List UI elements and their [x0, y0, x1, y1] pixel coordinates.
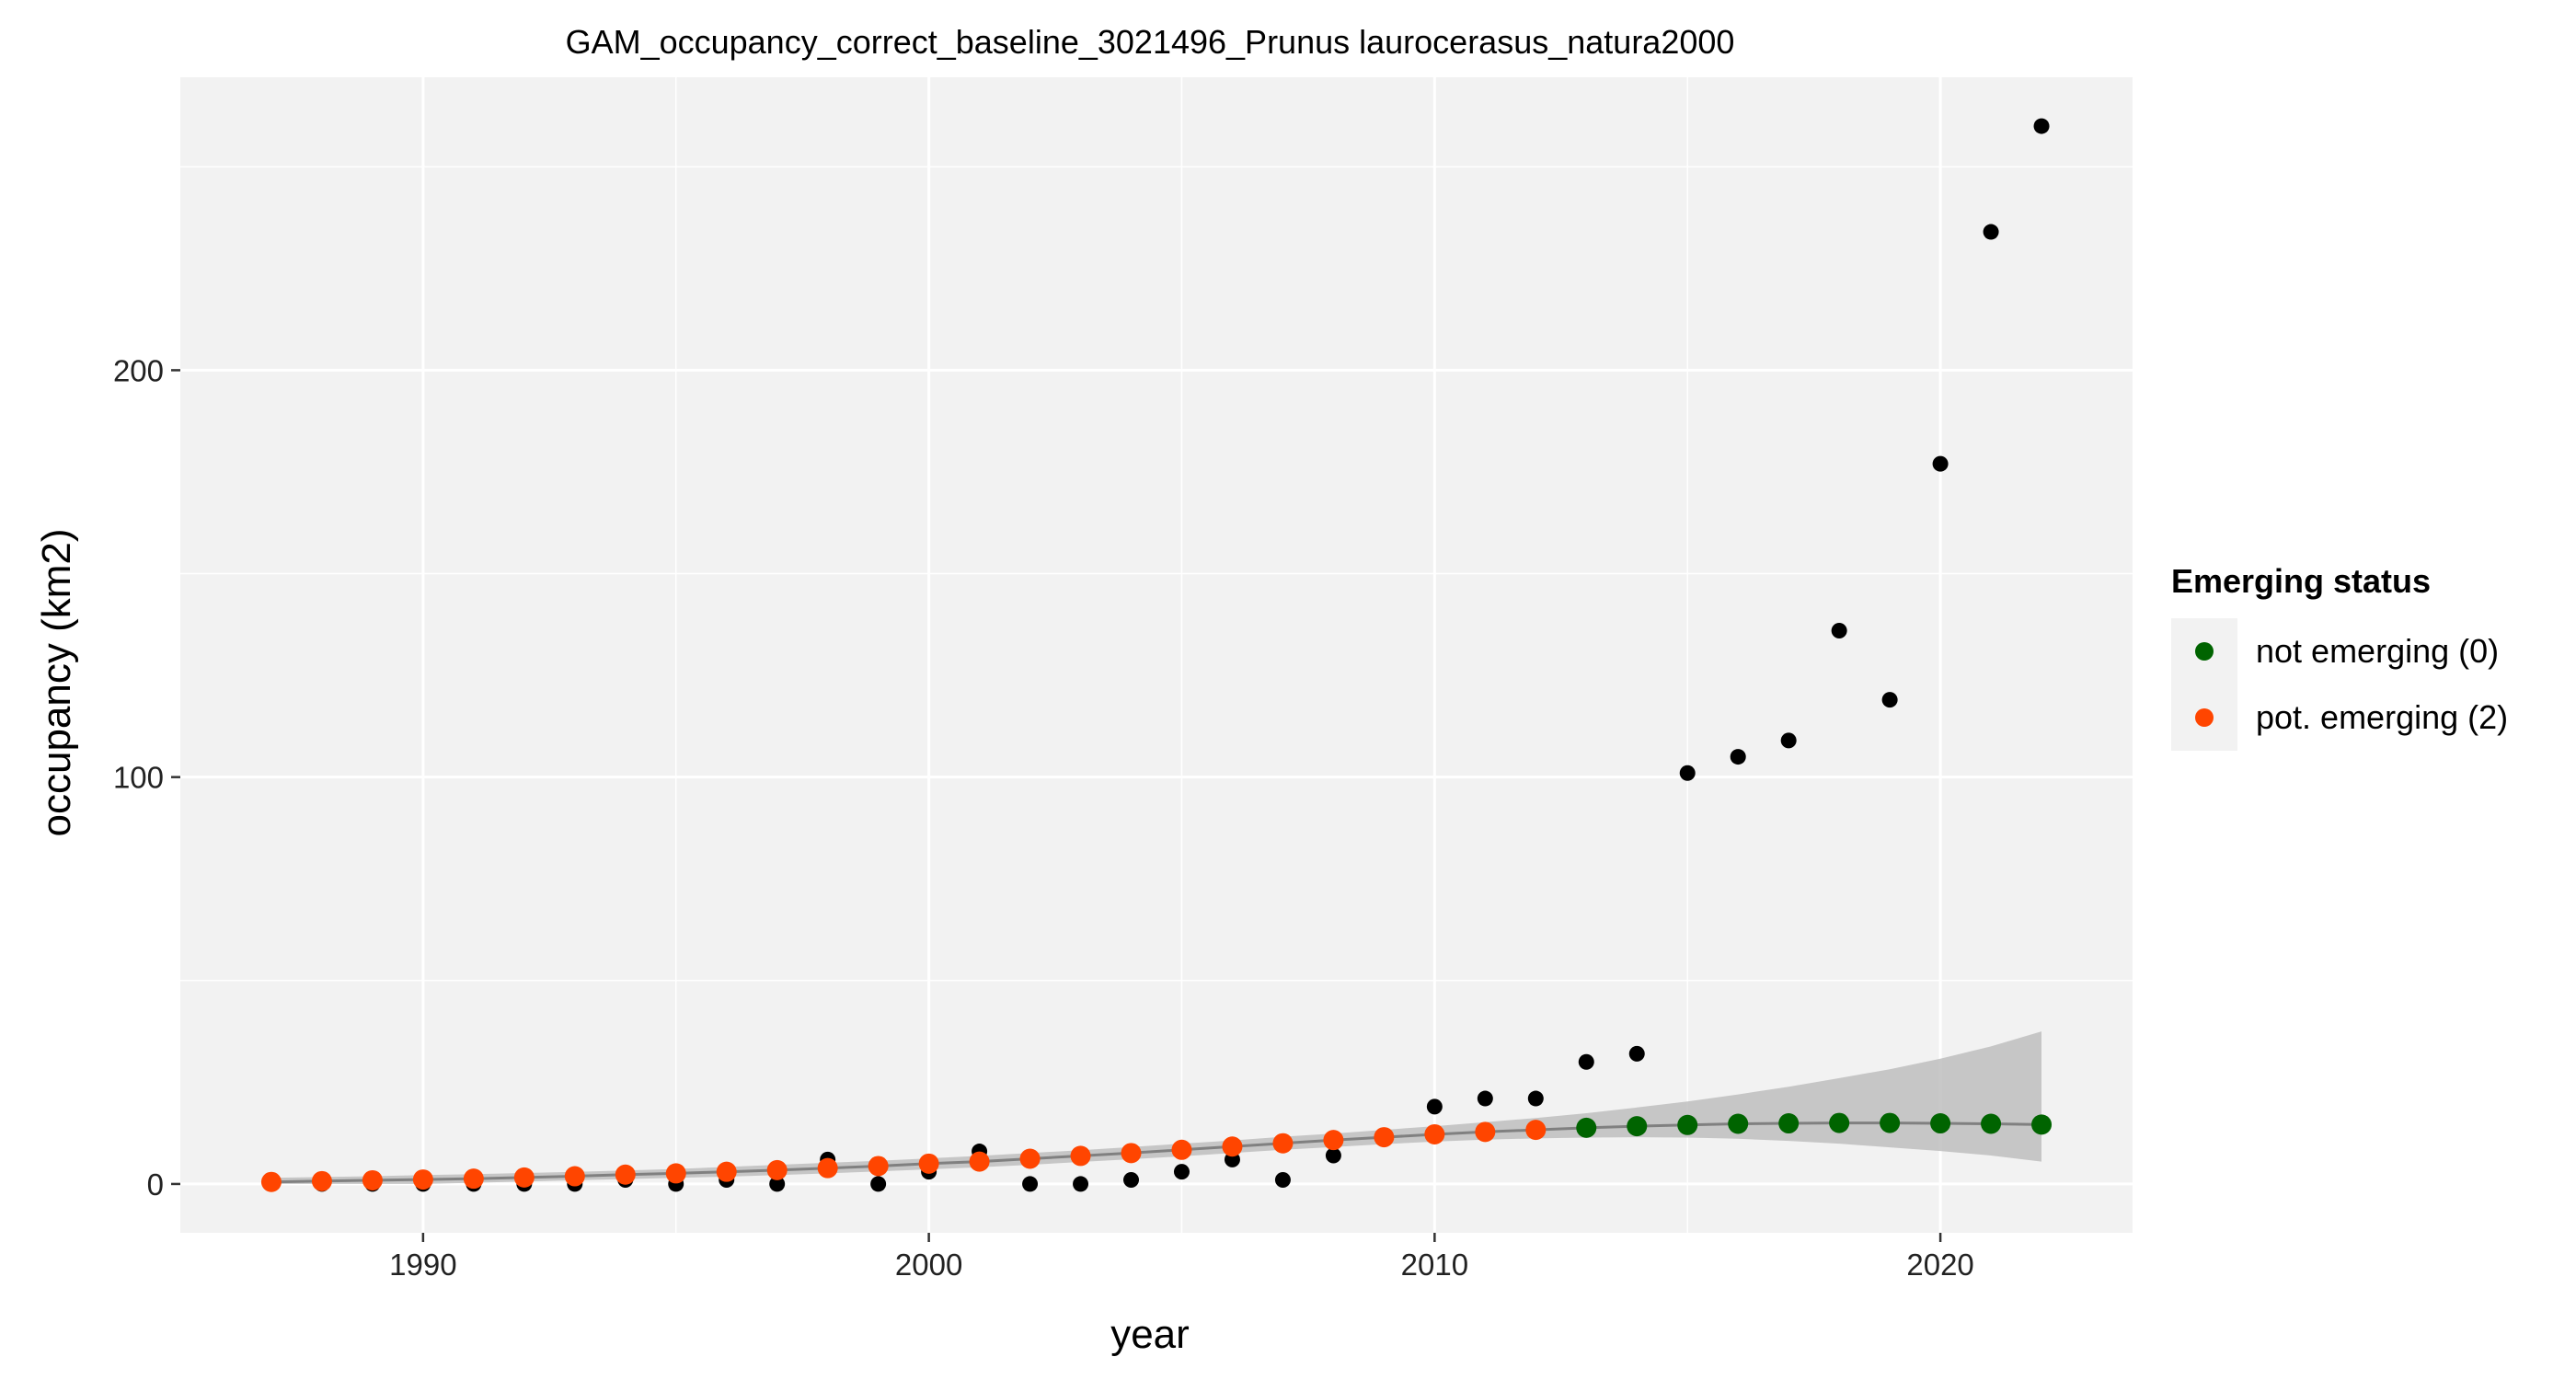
legend-label-not-emerging: not emerging (0) — [2256, 632, 2499, 670]
observed-point — [1679, 765, 1696, 781]
fitted-point-not-emerging — [1880, 1112, 1901, 1133]
fitted-point-pot-emerging — [817, 1157, 838, 1179]
fitted-point-not-emerging — [1778, 1113, 1800, 1134]
ci-ribbon — [271, 1031, 2041, 1184]
fitted-point-pot-emerging — [1019, 1148, 1041, 1169]
observed-point — [1628, 1045, 1645, 1062]
observed-point — [1527, 1090, 1544, 1107]
legend: Emerging status not emerging (0) pot. em… — [2171, 562, 2508, 751]
fitted-point-pot-emerging — [1070, 1145, 1091, 1167]
plot-panel — [180, 77, 2133, 1233]
fitted-point-not-emerging — [2031, 1114, 2053, 1135]
y-tick-label: 200 — [113, 353, 164, 387]
panel-background — [180, 77, 2133, 1233]
fitted-point-pot-emerging — [969, 1151, 990, 1172]
legend-key-pot-emerging — [2195, 708, 2214, 727]
fitted-point-not-emerging — [1627, 1116, 1648, 1137]
observed-point — [1932, 455, 1949, 472]
fitted-point-pot-emerging — [1222, 1136, 1243, 1157]
fitted-point-pot-emerging — [311, 1170, 332, 1191]
observed-point — [1426, 1098, 1443, 1115]
y-tick-label: 100 — [113, 761, 164, 795]
y-tick-label: 0 — [147, 1167, 164, 1202]
fitted-point-pot-emerging — [1424, 1123, 1445, 1144]
observed-point — [1780, 732, 1797, 749]
x-axis-title: year — [1110, 1312, 1190, 1357]
fitted-point-pot-emerging — [260, 1171, 282, 1192]
y-axis-title: occupancy (km2) — [34, 528, 79, 836]
fitted-point-not-emerging — [1677, 1114, 1698, 1135]
observed-point — [870, 1176, 887, 1192]
observed-point — [1173, 1164, 1190, 1180]
fitted-point-not-emerging — [1829, 1112, 1850, 1133]
fitted-point-pot-emerging — [1121, 1143, 1142, 1164]
legend-title: Emerging status — [2171, 562, 2431, 600]
observed-point — [1325, 1147, 1341, 1164]
observed-point — [1831, 622, 1847, 638]
observed-point — [1730, 749, 1746, 765]
observed-point — [2033, 118, 2050, 134]
legend-key-background — [2171, 618, 2237, 751]
fitted-point-pot-emerging — [665, 1163, 686, 1184]
fitted-point-pot-emerging — [766, 1159, 788, 1180]
fitted-point-pot-emerging — [1323, 1130, 1344, 1151]
fitted-point-not-emerging — [1728, 1113, 1749, 1134]
fitted-point-pot-emerging — [1374, 1127, 1395, 1148]
observed-point — [1983, 224, 1999, 240]
observed-point — [1123, 1172, 1140, 1189]
axes: 1990 2000 2010 2020 0 100 200 — [113, 353, 1974, 1282]
fitted-points — [260, 1112, 2053, 1192]
x-tick-label: 2010 — [1401, 1248, 1468, 1282]
chart-title: GAM_occupancy_correct_baseline_3021496_P… — [566, 23, 1735, 61]
fitted-point-pot-emerging — [1475, 1121, 1496, 1143]
observed-point — [769, 1176, 786, 1192]
fitted-point-pot-emerging — [1525, 1120, 1547, 1141]
x-tick-label: 1990 — [389, 1248, 456, 1282]
x-tick-label: 2000 — [895, 1248, 962, 1282]
observed-point — [1073, 1176, 1089, 1192]
confidence-ribbon — [271, 1031, 2041, 1184]
x-tick-label: 2020 — [1906, 1248, 1973, 1282]
fitted-point-not-emerging — [1930, 1113, 1951, 1134]
fitted-point-pot-emerging — [1171, 1139, 1192, 1160]
fitted-point-pot-emerging — [513, 1167, 535, 1188]
legend-label-pot-emerging: pot. emerging (2) — [2256, 698, 2508, 736]
fitted-point-pot-emerging — [463, 1168, 484, 1190]
legend-key-not-emerging — [2195, 642, 2214, 661]
observed-point — [1022, 1176, 1039, 1192]
fitted-point-pot-emerging — [564, 1166, 585, 1187]
fitted-point-pot-emerging — [412, 1169, 433, 1190]
observed-point — [1477, 1090, 1493, 1107]
fitted-point-pot-emerging — [918, 1153, 939, 1174]
fitted-point-not-emerging — [1576, 1117, 1597, 1138]
fitted-point-pot-emerging — [716, 1161, 737, 1182]
fitted-point-not-emerging — [1981, 1113, 2002, 1134]
observed-point — [1881, 692, 1898, 708]
observed-point — [1578, 1053, 1594, 1070]
fitted-point-pot-emerging — [868, 1156, 889, 1177]
observed-point — [1274, 1172, 1291, 1189]
fitted-point-pot-emerging — [362, 1169, 383, 1190]
fitted-point-pot-emerging — [615, 1164, 636, 1185]
fitted-point-pot-emerging — [1272, 1133, 1294, 1154]
